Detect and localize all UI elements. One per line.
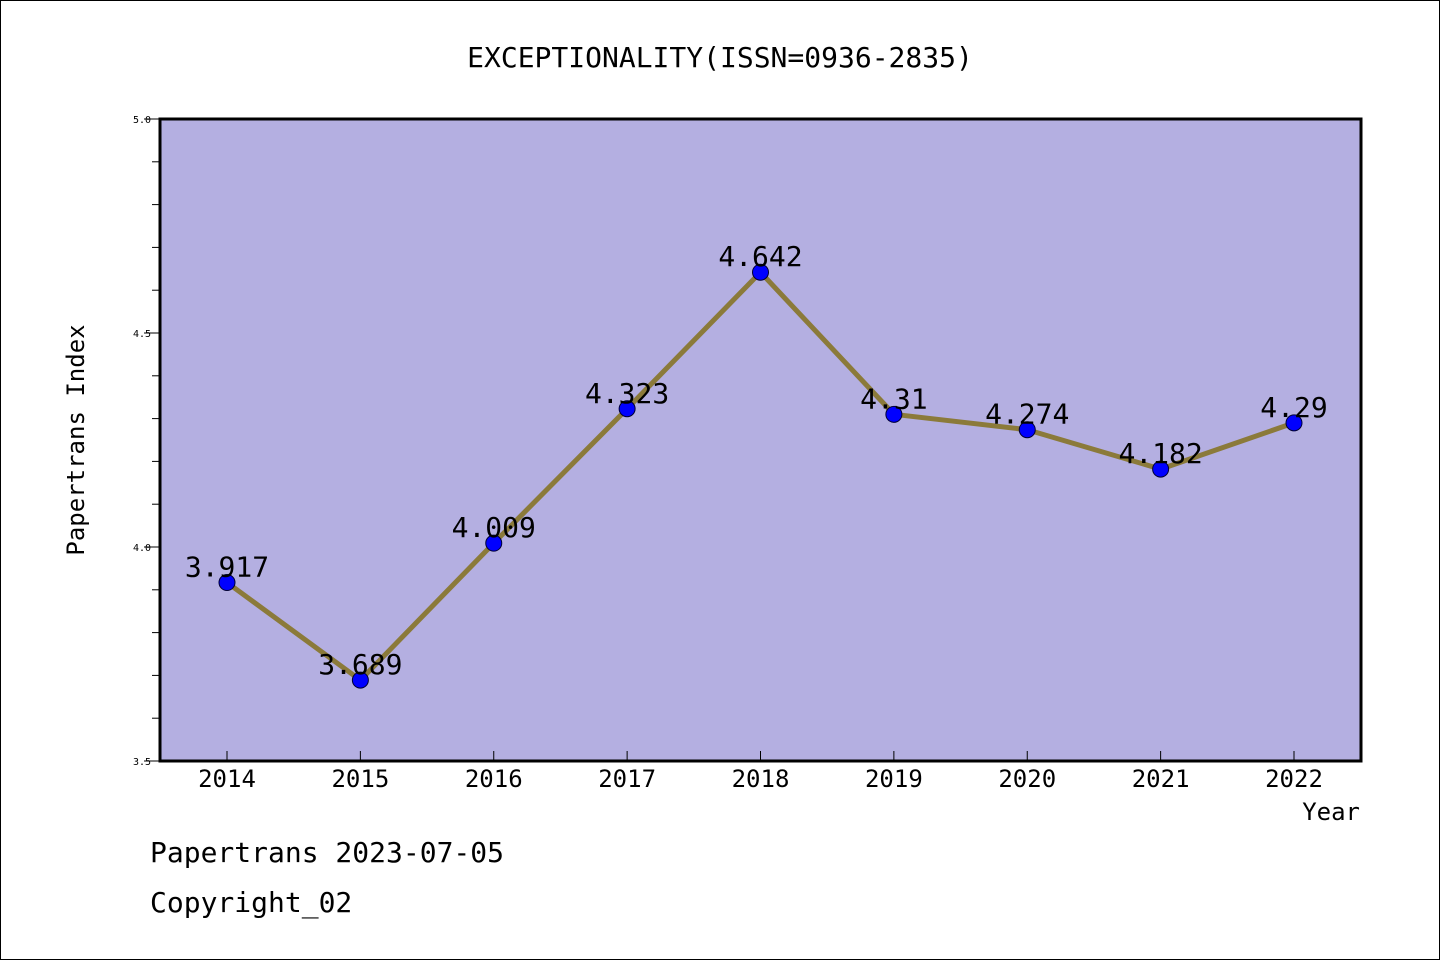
data-point xyxy=(752,263,769,281)
y-axis-label: Papertrans Index xyxy=(62,324,90,555)
data-point xyxy=(1152,460,1170,478)
chart-title: EXCEPTIONALITY(ISSN=0936-2835) xyxy=(467,41,973,74)
x-tick-label: 2017 xyxy=(598,765,656,793)
data-label: 3.689 xyxy=(318,648,402,681)
x-tick-label: 2016 xyxy=(465,765,523,793)
x-tick-label: 2014 xyxy=(198,765,256,793)
data-label: 4.182 xyxy=(1118,437,1202,470)
y-tick-label: 4.0 xyxy=(133,543,151,554)
footer-date: Papertrans 2023-07-05 xyxy=(150,836,505,869)
data-point xyxy=(1018,421,1036,439)
x-axis-label: Year xyxy=(1302,798,1360,826)
plot-area xyxy=(160,119,1361,761)
data-label: 4.31 xyxy=(860,382,927,415)
data-label: 3.917 xyxy=(185,551,269,584)
y-tick-label: 3.5 xyxy=(133,757,151,768)
x-tick-label: 2018 xyxy=(732,765,790,793)
footer-copyright: Copyright_02 xyxy=(150,886,353,919)
x-tick-label: 2019 xyxy=(865,765,923,793)
y-axis: 3.5 4.0 4.5 5.0 xyxy=(133,115,160,768)
data-point xyxy=(618,400,636,418)
x-tick-label: 2015 xyxy=(331,765,389,793)
data-point xyxy=(1285,414,1303,432)
data-label: 4.274 xyxy=(985,398,1069,431)
plot-border xyxy=(158,117,1363,763)
data-point xyxy=(485,534,503,552)
data-label: 4.29 xyxy=(1260,391,1327,424)
y-tick-label: 4.5 xyxy=(133,329,151,340)
data-point xyxy=(218,574,236,592)
data-point xyxy=(351,671,369,689)
x-tick-label: 2022 xyxy=(1265,765,1323,793)
data-label: 4.009 xyxy=(452,511,536,544)
data-label: 4.642 xyxy=(718,240,802,273)
data-point xyxy=(885,405,903,423)
series-group: 3.917 3.689 4.009 4.323 4.642 4.31 4.274 4.182 4… xyxy=(185,240,1328,689)
x-tick-label: 2021 xyxy=(1132,765,1190,793)
x-tick-label: 2020 xyxy=(998,765,1056,793)
y-tick-label: 5.0 xyxy=(133,115,151,126)
x-axis: 2014 2015 2016 2017 2018 2019 2020 2021 2022 xyxy=(198,751,1323,793)
data-label: 4.323 xyxy=(585,377,669,410)
